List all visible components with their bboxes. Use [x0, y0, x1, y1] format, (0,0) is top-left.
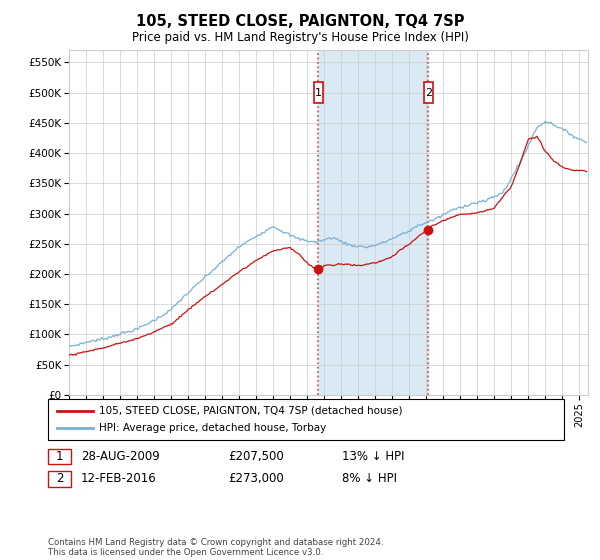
Bar: [424, 82, 433, 103]
Text: HPI: Average price, detached house, Torbay: HPI: Average price, detached house, Torb…: [99, 423, 326, 433]
Text: 2: 2: [425, 88, 432, 97]
Text: 1: 1: [56, 450, 63, 463]
Text: 105, STEED CLOSE, PAIGNTON, TQ4 7SP: 105, STEED CLOSE, PAIGNTON, TQ4 7SP: [136, 14, 464, 29]
Text: 105, STEED CLOSE, PAIGNTON, TQ4 7SP (detached house): 105, STEED CLOSE, PAIGNTON, TQ4 7SP (det…: [99, 405, 403, 416]
Text: Contains HM Land Registry data © Crown copyright and database right 2024.
This d: Contains HM Land Registry data © Crown c…: [48, 538, 383, 557]
Bar: [319, 50, 428, 395]
Text: 1: 1: [315, 88, 322, 97]
Text: 8% ↓ HPI: 8% ↓ HPI: [342, 472, 397, 486]
Text: 28-AUG-2009: 28-AUG-2009: [81, 450, 160, 463]
Text: 12-FEB-2016: 12-FEB-2016: [81, 472, 157, 486]
Text: £273,000: £273,000: [228, 472, 284, 486]
Text: Price paid vs. HM Land Registry's House Price Index (HPI): Price paid vs. HM Land Registry's House …: [131, 31, 469, 44]
Text: £207,500: £207,500: [228, 450, 284, 463]
Text: 2: 2: [56, 472, 63, 486]
Text: 13% ↓ HPI: 13% ↓ HPI: [342, 450, 404, 463]
Bar: [314, 82, 323, 103]
